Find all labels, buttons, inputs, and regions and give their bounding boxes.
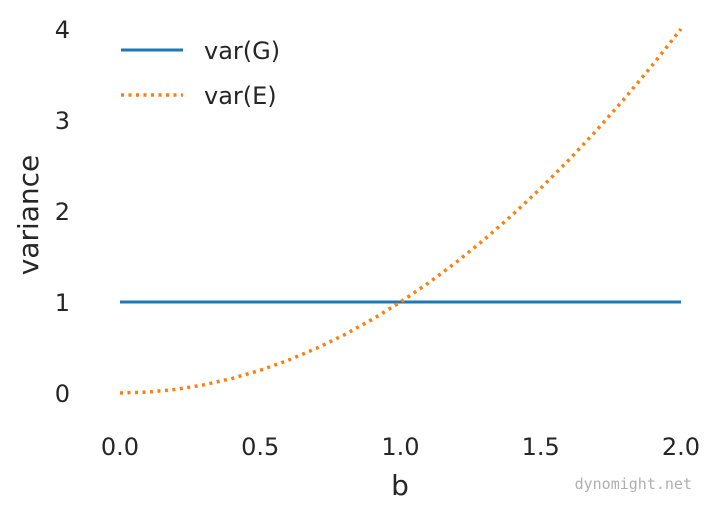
- x-tick-label: 1.5: [522, 433, 560, 461]
- x-tick-label: 0.5: [241, 433, 279, 461]
- y-tick-label: 3: [55, 107, 70, 135]
- plot-lines: [119, 27, 683, 395]
- x-tick-label: 2.0: [662, 433, 700, 461]
- legend-label: var(E): [204, 82, 277, 110]
- y-tick-label: 0: [55, 380, 70, 408]
- y-tick-label: 4: [55, 16, 70, 44]
- x-tick-label: 0.0: [101, 433, 139, 461]
- watermark: dynomight.net: [575, 475, 692, 493]
- legend: var(G) var(E): [121, 37, 280, 110]
- x-axis-label: b: [391, 469, 409, 502]
- y-tick-label: 1: [55, 289, 70, 317]
- x-tick-label: 1.0: [381, 433, 419, 461]
- legend-label: var(G): [204, 37, 280, 65]
- y-axis-label: variance: [12, 155, 45, 276]
- x-tick-labels: 0.0 0.5 1.0 1.5 2.0: [101, 433, 700, 461]
- y-tick-labels: 0 1 2 3 4: [55, 16, 70, 408]
- y-tick-label: 2: [55, 198, 70, 226]
